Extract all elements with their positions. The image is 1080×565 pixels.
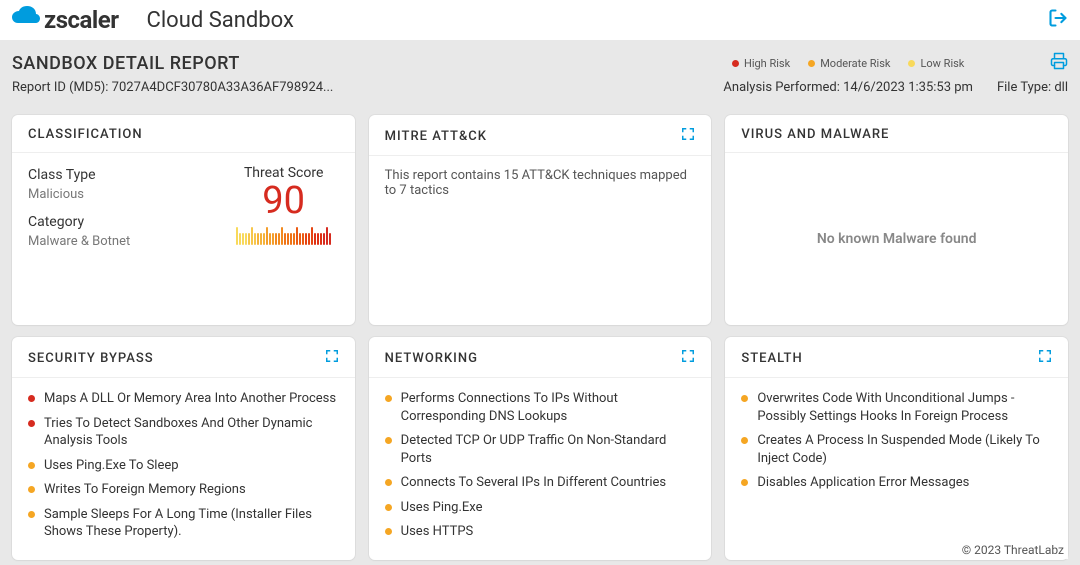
card-title: STEALTH <box>741 351 802 366</box>
report-subheader: SANDBOX DETAIL REPORT High Risk Moderate… <box>0 40 1080 103</box>
legend-label: Low Risk <box>920 57 964 70</box>
brand-logo-mark <box>12 5 40 36</box>
category-label: Category <box>28 212 217 232</box>
card-header: SECURITY BYPASS <box>12 337 355 378</box>
card-body: No known Malware found <box>725 153 1068 325</box>
report-id: Report ID (MD5): 7027A4DCF30780A33A36AF7… <box>12 80 699 95</box>
legend-label: High Risk <box>744 57 790 70</box>
legend-label: Moderate Risk <box>820 57 890 70</box>
legend-low-risk: Low Risk <box>908 57 964 70</box>
card-title: NETWORKING <box>385 351 478 366</box>
security-bypass-list: Maps A DLL Or Memory Area Into Another P… <box>28 390 339 541</box>
list-item: Uses Ping.Exe <box>385 499 696 517</box>
card-header: NETWORKING <box>369 337 712 378</box>
expand-icon[interactable] <box>681 349 695 367</box>
card-security-bypass: SECURITY BYPASS Maps A DLL Or Memory Are… <box>12 337 355 560</box>
category-value: Malware & Botnet <box>28 232 217 259</box>
list-item: Overwrites Code With Unconditional Jumps… <box>741 390 1052 425</box>
list-item: Tries To Detect Sandboxes And Other Dyna… <box>28 415 339 450</box>
file-type: File Type: dll <box>997 80 1068 95</box>
virus-empty-text: No known Malware found <box>741 165 1052 313</box>
card-classification: CLASSIFICATION Class Type Malicious Cate… <box>12 115 355 325</box>
card-body: Performs Connections To IPs Without Corr… <box>369 378 712 560</box>
card-networking: NETWORKING Performs Connections To IPs W… <box>369 337 712 560</box>
brand-logo-text: zscaler <box>44 6 119 34</box>
stealth-list: Overwrites Code With Unconditional Jumps… <box>741 390 1052 492</box>
list-item: Connects To Several IPs In Different Cou… <box>385 474 696 492</box>
dot-icon <box>908 60 915 67</box>
expand-icon[interactable] <box>325 349 339 367</box>
class-type-value: Malicious <box>28 185 217 212</box>
list-item: Maps A DLL Or Memory Area Into Another P… <box>28 390 339 408</box>
threat-score-value: 90 <box>229 181 339 223</box>
card-title: SECURITY BYPASS <box>28 351 154 366</box>
card-body: Class Type Malicious Category Malware & … <box>12 153 355 325</box>
card-title: MITRE ATT&CK <box>385 129 487 144</box>
card-body: Overwrites Code With Unconditional Jumps… <box>725 378 1068 560</box>
networking-list: Performs Connections To IPs Without Corr… <box>385 390 696 541</box>
card-title: VIRUS AND MALWARE <box>741 127 889 142</box>
card-header: VIRUS AND MALWARE <box>725 115 1068 153</box>
mitre-summary: This report contains 15 ATT&CK technique… <box>385 168 696 198</box>
list-item: Sample Sleeps For A Long Time (Installer… <box>28 506 339 541</box>
app-title: Cloud Sandbox <box>147 8 294 33</box>
risk-legend: High Risk Moderate Risk Low Risk <box>732 57 964 70</box>
list-item: Writes To Foreign Memory Regions <box>28 481 339 499</box>
footer-copyright: © 2023 ThreatLabz <box>958 541 1068 559</box>
analysis-time: Analysis Performed: 14/6/2023 1:35:53 pm <box>723 80 973 95</box>
threat-score-bar <box>229 227 339 245</box>
card-title: CLASSIFICATION <box>28 127 143 142</box>
list-item: Uses HTTPS <box>385 523 696 541</box>
card-header: CLASSIFICATION <box>12 115 355 153</box>
legend-high-risk: High Risk <box>732 57 790 70</box>
list-item: Disables Application Error Messages <box>741 474 1052 492</box>
report-title: SANDBOX DETAIL REPORT <box>12 53 699 74</box>
legend-moderate-risk: Moderate Risk <box>808 57 890 70</box>
card-virus-malware: VIRUS AND MALWARE No known Malware found <box>725 115 1068 325</box>
list-item: Uses Ping.Exe To Sleep <box>28 457 339 475</box>
print-icon[interactable] <box>1050 52 1068 74</box>
list-item: Detected TCP Or UDP Traffic On Non-Stand… <box>385 432 696 467</box>
logout-icon[interactable] <box>1048 8 1068 33</box>
dot-icon <box>808 60 815 67</box>
card-body: This report contains 15 ATT&CK technique… <box>369 156 712 325</box>
card-header: MITRE ATT&CK <box>369 115 712 156</box>
cards-row-1: CLASSIFICATION Class Type Malicious Cate… <box>0 103 1080 337</box>
list-item: Performs Connections To IPs Without Corr… <box>385 390 696 425</box>
expand-icon[interactable] <box>1038 349 1052 367</box>
class-type-label: Class Type <box>28 165 217 185</box>
list-item: Creates A Process In Suspended Mode (Lik… <box>741 432 1052 467</box>
cards-row-2: SECURITY BYPASS Maps A DLL Or Memory Are… <box>0 337 1080 565</box>
brand-logo: zscaler <box>12 5 119 36</box>
dot-icon <box>732 60 739 67</box>
card-mitre: MITRE ATT&CK This report contains 15 ATT… <box>369 115 712 325</box>
card-body: Maps A DLL Or Memory Area Into Another P… <box>12 378 355 560</box>
topbar: zscaler Cloud Sandbox <box>0 0 1080 40</box>
card-header: STEALTH <box>725 337 1068 378</box>
expand-icon[interactable] <box>681 127 695 145</box>
card-stealth: STEALTH Overwrites Code With Uncondition… <box>725 337 1068 560</box>
